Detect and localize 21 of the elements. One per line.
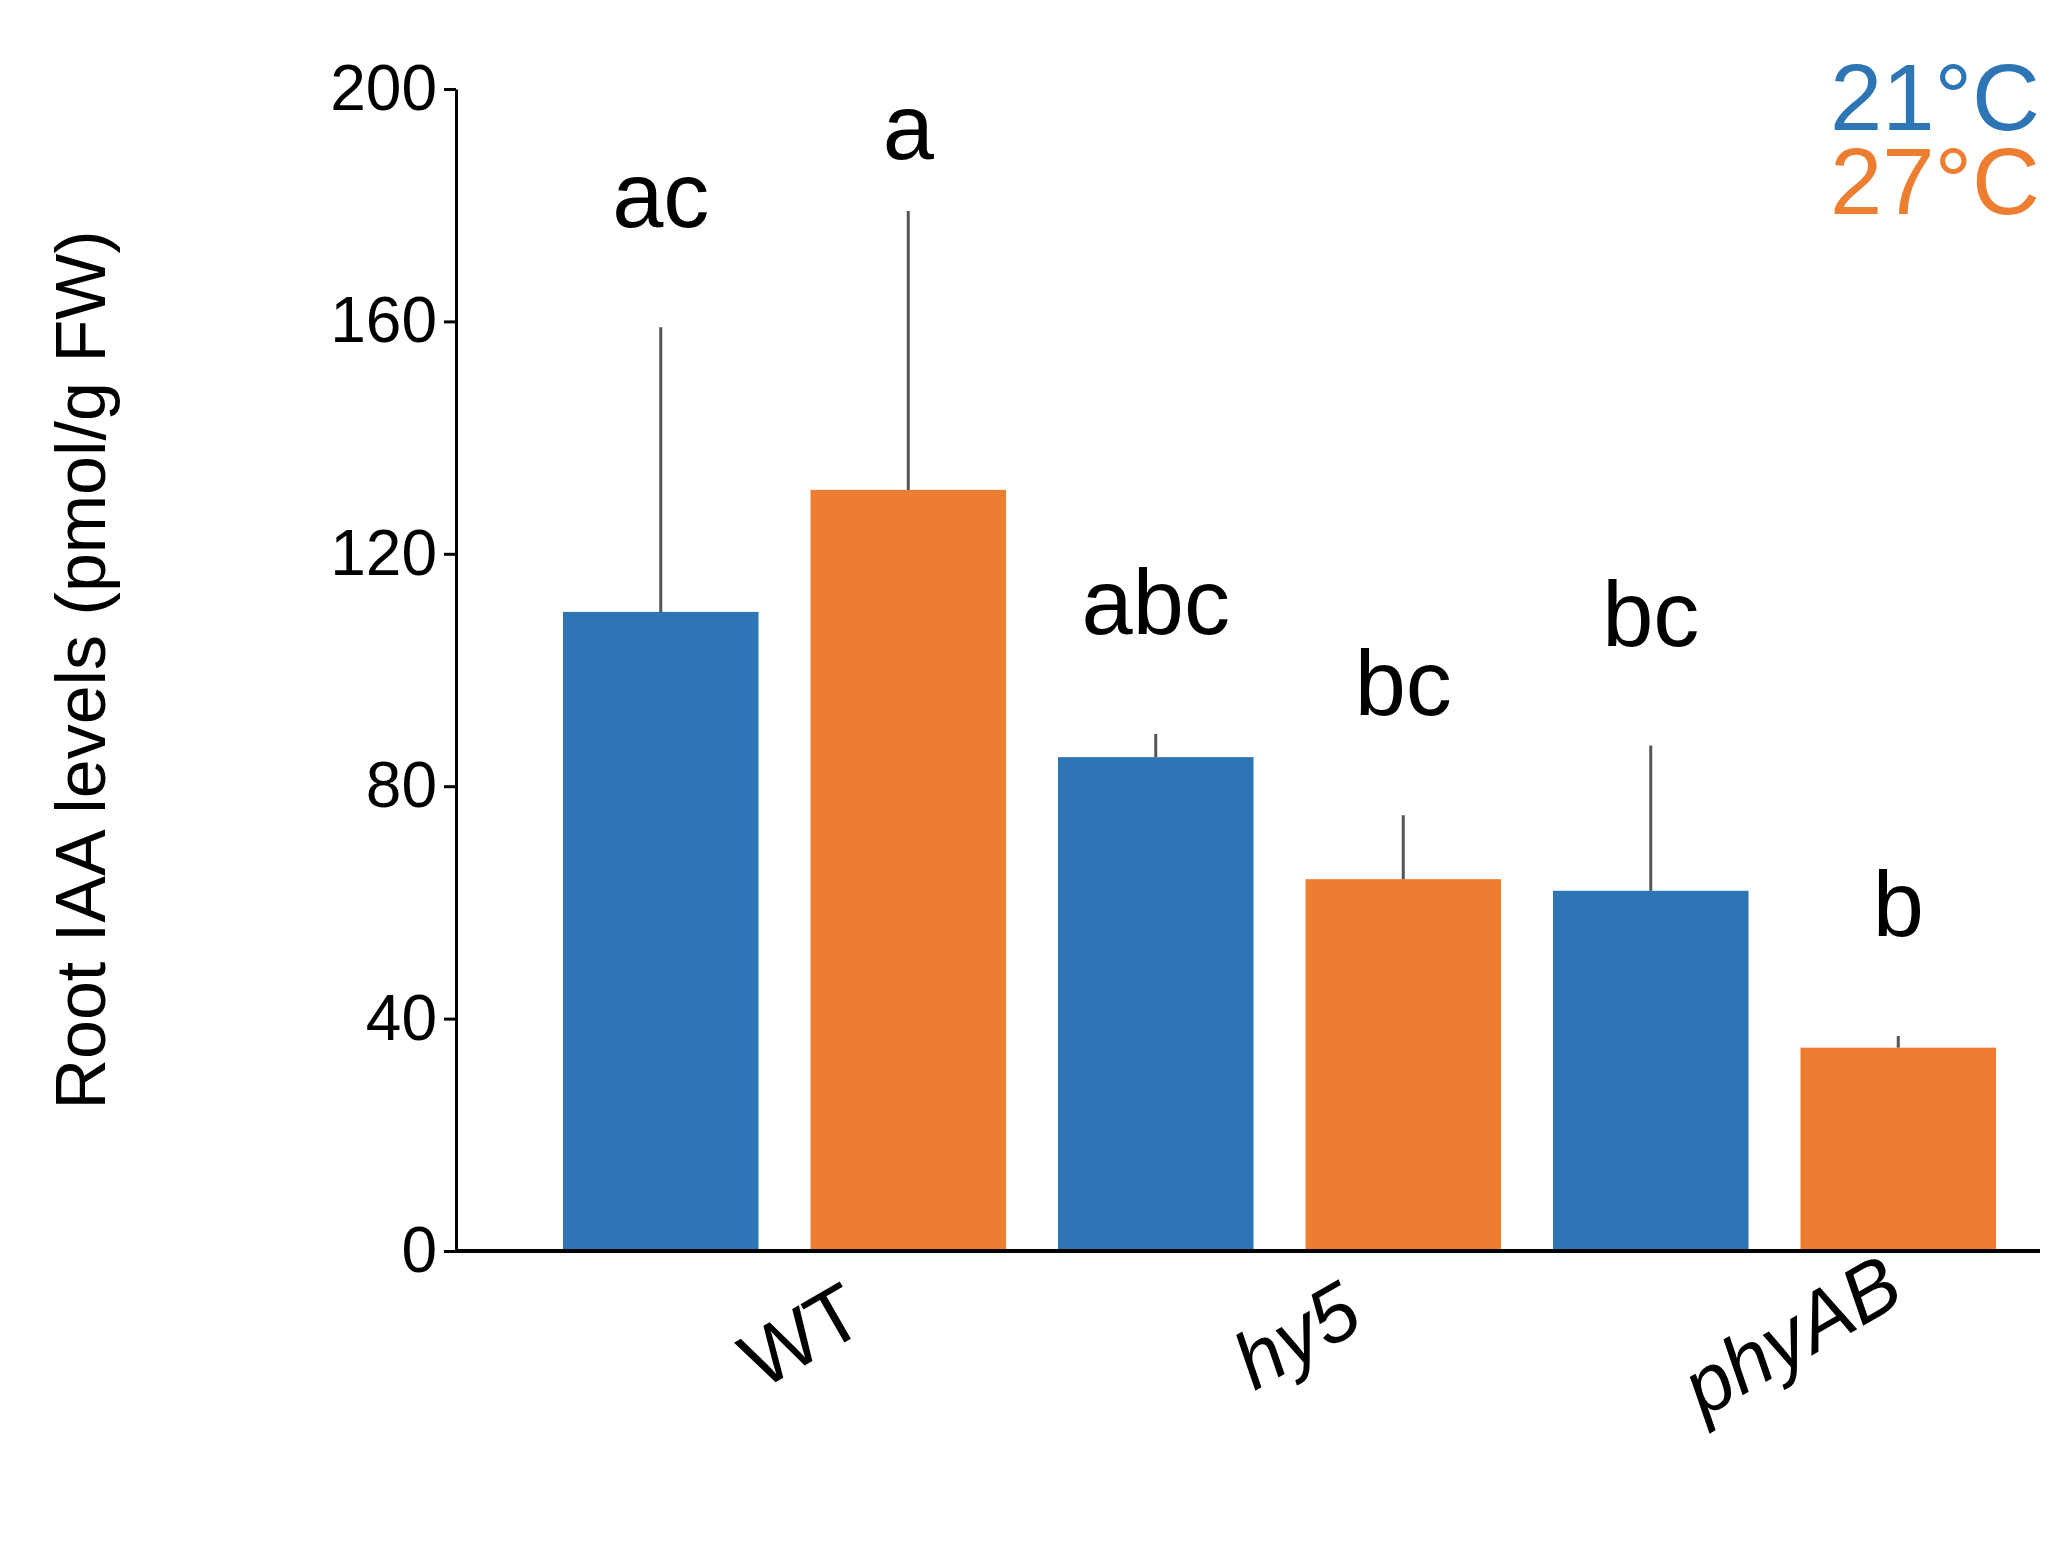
bar	[562, 611, 759, 1251]
annotation: ac	[612, 144, 710, 247]
bar	[1800, 1047, 1997, 1251]
y-tick-label: 200	[330, 51, 437, 124]
x-tick-label: WT	[725, 1265, 878, 1406]
annotation: bc	[1602, 562, 1700, 665]
annotation: a	[882, 76, 935, 178]
y-tick-label: 0	[401, 1213, 437, 1286]
annotation: b	[1872, 853, 1924, 956]
bar	[1057, 757, 1254, 1251]
y-tick-label: 40	[365, 981, 437, 1054]
y-axis-title: Root IAA levels (pmol/g FW)	[42, 230, 120, 1110]
bar	[1305, 879, 1502, 1251]
annotation: abc	[1081, 550, 1230, 653]
bar	[810, 489, 1007, 1251]
y-tick-label: 120	[330, 516, 437, 589]
bar	[1552, 890, 1749, 1251]
y-tick-label: 80	[365, 749, 437, 822]
x-tick-label: hy5	[1218, 1264, 1375, 1407]
annotation: bc	[1354, 632, 1452, 735]
y-tick-label: 160	[330, 284, 437, 357]
